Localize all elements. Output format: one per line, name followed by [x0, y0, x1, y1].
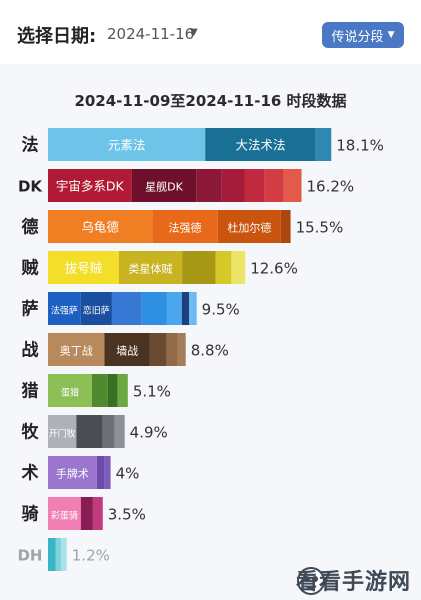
value-label: 4.9%	[130, 424, 168, 442]
bar-segment[interactable]	[114, 415, 125, 448]
category-label: DK	[18, 178, 43, 196]
bar-segment[interactable]	[215, 251, 232, 284]
watermark-text: 看看手游网	[295, 570, 411, 595]
segment-label: 奥丁战	[60, 344, 93, 358]
bar-segment[interactable]	[166, 292, 182, 325]
category-label: 萨	[22, 299, 39, 320]
bar-segment[interactable]	[48, 538, 56, 571]
value-label: 4%	[116, 465, 140, 483]
bar-segment[interactable]	[92, 497, 103, 530]
bar-segment[interactable]	[189, 292, 197, 325]
bar-segment[interactable]	[48, 333, 105, 366]
bar-segment[interactable]	[205, 128, 316, 161]
bar-segment[interactable]	[283, 169, 302, 202]
segment-label: 拔号贼	[65, 261, 103, 276]
segment-button-label: 传说分段	[331, 29, 384, 45]
category-label: 贼	[21, 258, 39, 279]
segment-label: 彩蛋骑	[51, 510, 78, 522]
bar-segment[interactable]	[196, 169, 222, 202]
value-label: 9.5%	[202, 301, 240, 319]
bar-segment[interactable]	[177, 333, 186, 366]
category-label: 牧	[22, 422, 40, 443]
bar-segment[interactable]	[231, 251, 246, 284]
bar-segment[interactable]	[182, 251, 216, 284]
bar-segment[interactable]	[48, 415, 77, 448]
bar-segment[interactable]	[76, 415, 103, 448]
value-label: 15.5%	[296, 219, 344, 237]
segment-label: 蛋猎	[61, 387, 79, 399]
bar-segment[interactable]	[48, 374, 92, 407]
value-label: 12.6%	[250, 260, 298, 278]
bar-segment[interactable]	[61, 538, 67, 571]
bar-segment[interactable]	[315, 128, 332, 161]
bar-segment[interactable]	[48, 210, 153, 243]
segment-label: 宇宙多系DK	[56, 179, 125, 194]
watermark-logo-icon	[296, 566, 326, 596]
bar-segment[interactable]	[80, 497, 93, 530]
date-label: 选择日期:	[17, 26, 97, 47]
bar-segment[interactable]	[104, 456, 111, 489]
bar-segment[interactable]	[117, 374, 128, 407]
bar-segment[interactable]	[48, 292, 81, 325]
value-label: 3.5%	[108, 506, 146, 524]
bar-segment[interactable]	[264, 169, 284, 202]
category-label: 战	[22, 341, 39, 361]
value-label: 18.1%	[336, 137, 384, 155]
bar-segment[interactable]	[166, 333, 178, 366]
chevron-down-icon: ▼	[387, 30, 395, 40]
bar-segment[interactable]	[111, 292, 142, 325]
bar-segment[interactable]	[102, 415, 115, 448]
bar-segment[interactable]	[96, 456, 105, 489]
bar-segment[interactable]	[80, 292, 112, 325]
bar-segment[interactable]	[181, 292, 190, 325]
bar-segment[interactable]	[131, 169, 197, 202]
segment-label: 墙战	[116, 344, 138, 358]
bar-segment[interactable]	[217, 210, 281, 243]
segment-label: 乌龟德	[81, 220, 119, 235]
bar-segment[interactable]	[149, 333, 167, 366]
segment-label: 杜加尔德	[227, 221, 271, 235]
caret-down-icon[interactable]: ▼	[190, 27, 198, 38]
segment-label: 恋旧萨	[83, 305, 110, 317]
date-picker[interactable]: 2024-11-16	[107, 25, 195, 43]
segment-label: 元素法	[108, 138, 146, 153]
chart-title: 2024-11-09至2024-11-16 时段数据	[74, 92, 347, 110]
bar-segment[interactable]	[244, 169, 265, 202]
value-label: 5.1%	[133, 383, 171, 401]
segment-label: 法强德	[169, 221, 202, 235]
bar-segment[interactable]	[91, 374, 108, 407]
bar-segment[interactable]	[221, 169, 245, 202]
segment-label: 手牌术	[56, 467, 89, 481]
bar-segment[interactable]	[118, 251, 183, 284]
category-label: DH	[17, 547, 42, 565]
segment-label: 法强萨	[51, 305, 78, 317]
category-label: 法	[22, 135, 39, 156]
bar-segment[interactable]	[141, 292, 167, 325]
bar-segment[interactable]	[55, 538, 62, 571]
bar-segment[interactable]	[48, 128, 206, 161]
bar-segment[interactable]	[48, 251, 119, 284]
bar-segment[interactable]	[48, 456, 97, 489]
segment-label: 类星体贼	[129, 262, 173, 276]
bar-segment[interactable]	[280, 210, 291, 243]
category-label: 骑	[22, 504, 39, 525]
bar-segment[interactable]	[104, 333, 150, 366]
bar-segment[interactable]	[48, 497, 81, 530]
category-label: 猎	[22, 381, 39, 402]
value-label: 1.2%	[72, 547, 110, 565]
header-bar: 选择日期: 2024-11-16 ▼ 传说分段 ▼	[0, 0, 421, 62]
value-label: 16.2%	[307, 178, 355, 196]
value-label: 8.8%	[191, 342, 229, 360]
bar-segment[interactable]	[48, 169, 132, 202]
bar-segment[interactable]	[107, 374, 118, 407]
segment-label: 大法术法	[235, 138, 285, 153]
category-label: 术	[22, 463, 39, 484]
segment-label: 开门牧	[49, 428, 76, 440]
segment-label: 星舰DK	[145, 180, 183, 194]
category-label: 德	[22, 217, 39, 238]
segment-dropdown-button[interactable]: 传说分段 ▼	[322, 22, 404, 48]
bar-segment[interactable]	[152, 210, 218, 243]
